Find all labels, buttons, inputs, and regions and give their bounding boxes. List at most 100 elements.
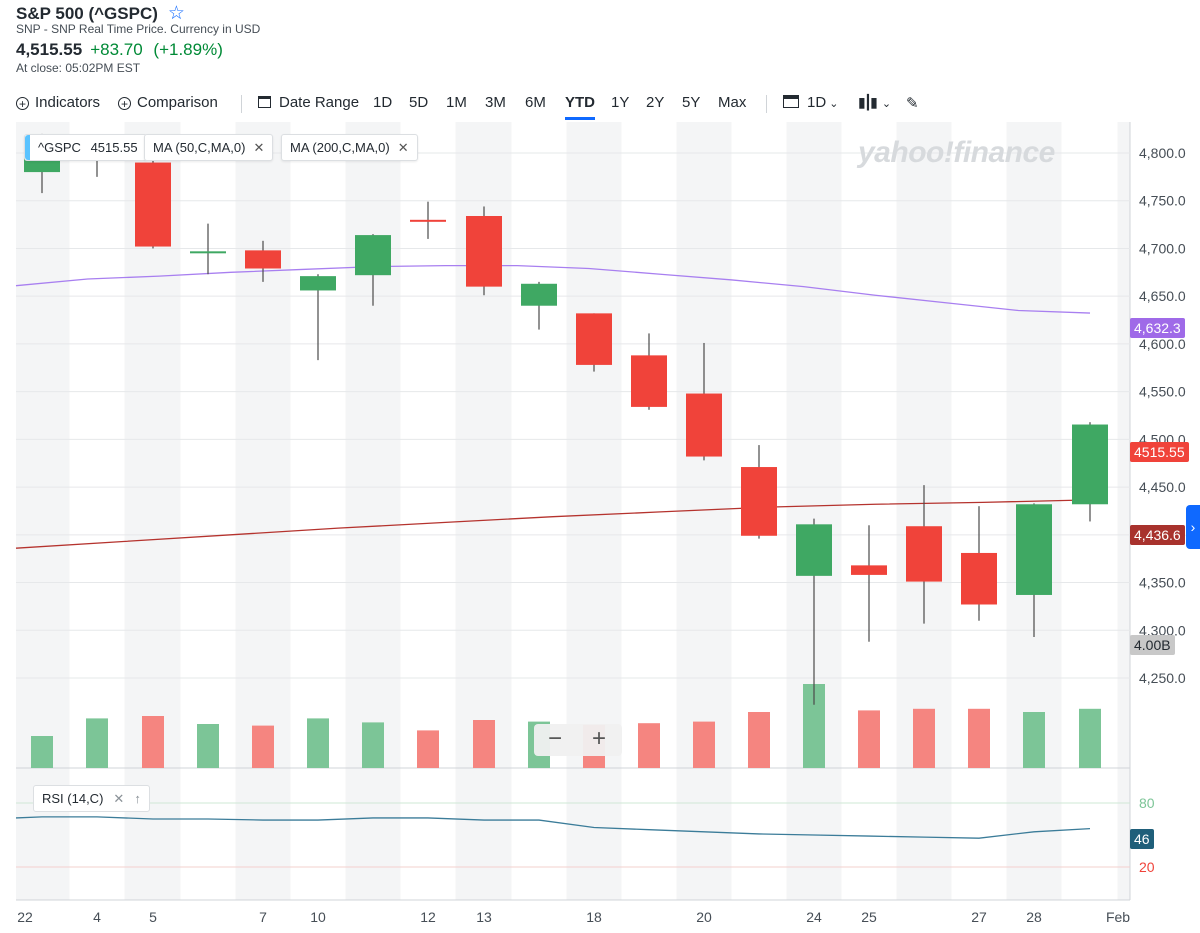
volume-bar <box>307 718 329 768</box>
interval-icon <box>783 95 799 108</box>
toolbar-divider <box>241 95 242 113</box>
plus-circle-icon: + <box>118 97 131 110</box>
series-color-swatch <box>25 135 30 160</box>
zoom-out-button[interactable]: − <box>548 725 563 752</box>
day-band <box>16 122 70 900</box>
range-ytd[interactable]: YTD <box>565 94 595 111</box>
ytd-active-indicator <box>565 117 595 120</box>
x-tick-label: 28 <box>1026 909 1042 925</box>
date-range-label: Date Range <box>279 94 360 111</box>
legend-gspc[interactable]: ^GSPC 4515.55 <box>24 134 147 161</box>
volume-bar <box>473 720 495 768</box>
zoom-in-button[interactable]: + <box>592 725 607 752</box>
range-2y[interactable]: 2Y <box>646 94 665 111</box>
x-tick-label: 18 <box>586 909 602 925</box>
candle-body <box>1072 424 1108 505</box>
star-icon[interactable]: ☆ <box>167 3 185 24</box>
range-3m[interactable]: 3M <box>485 94 506 111</box>
legend-ma50-label: MA (50,C,MA,0) <box>153 140 246 155</box>
volume-bar <box>86 718 108 768</box>
chevron-right-icon[interactable]: › <box>1186 505 1200 549</box>
close-icon[interactable]: ✕ <box>113 791 125 806</box>
candle-body <box>410 219 446 222</box>
legend-symbol: ^GSPC <box>38 140 81 155</box>
interval-button[interactable]: 1D ⌄ <box>783 94 838 111</box>
ma50-line <box>15 264 1091 314</box>
legend-ma200[interactable]: MA (200,C,MA,0) ✕ <box>281 134 418 161</box>
chart-toolbar: + Indicators + Comparison Date Range 1D 5D… <box>0 90 1200 118</box>
volume-bar <box>252 725 274 768</box>
price-tick-label: 4,250.0 <box>1139 670 1186 686</box>
date-range-button[interactable]: Date Range <box>258 94 359 111</box>
volume-bar <box>362 722 384 768</box>
volume-bar <box>638 723 660 768</box>
x-tick-label: 20 <box>696 909 712 925</box>
candle-body <box>135 162 171 247</box>
quote-change: +83.70 <box>90 40 143 59</box>
x-tick-label: 4 <box>93 909 101 925</box>
candle-body <box>355 235 391 276</box>
volume-bar <box>748 712 770 768</box>
volume-bar <box>142 716 164 768</box>
candlestick-icon: ▮┃▮ <box>858 94 878 110</box>
rsi-value-tag: 46 <box>1130 829 1154 849</box>
range-5y[interactable]: 5Y <box>682 94 701 111</box>
candle-body <box>190 251 226 254</box>
x-tick-label: 25 <box>861 909 877 925</box>
volume-bar <box>1079 708 1101 768</box>
candle-body <box>521 283 557 306</box>
range-1d[interactable]: 1D <box>373 94 393 111</box>
volume-bar <box>858 710 880 768</box>
x-tick-label: 27 <box>971 909 987 925</box>
price-tick-label: 4,300.0 <box>1139 622 1186 638</box>
candle-body <box>741 467 777 536</box>
candle-body <box>686 393 722 457</box>
day-band <box>1117 122 1130 900</box>
candle-body <box>796 524 832 576</box>
close-icon[interactable]: ✕ <box>397 140 409 155</box>
rsi-tick-label: 80 <box>1139 795 1155 811</box>
comparison-button[interactable]: + Comparison <box>118 94 218 111</box>
volume-bar <box>968 708 990 768</box>
quote-change-pct: (+1.89%) <box>153 40 223 59</box>
x-tick-label: 7 <box>259 909 267 925</box>
price-tick-label: 4,750.0 <box>1139 193 1186 209</box>
candle-body <box>906 526 942 582</box>
legend-ma50[interactable]: MA (50,C,MA,0) ✕ <box>144 134 274 161</box>
range-max[interactable]: Max <box>718 94 747 111</box>
zoom-control: − + <box>534 724 622 756</box>
draw-icon[interactable]: ✎ <box>906 95 919 112</box>
price-tick-label: 4,650.0 <box>1139 288 1186 304</box>
chevron-down-icon: ⌄ <box>881 98 892 110</box>
chevron-down-icon: ⌄ <box>829 98 839 110</box>
quote-price: 4,515.55 <box>16 40 83 59</box>
calendar-icon <box>258 96 271 108</box>
x-tick-label: 12 <box>420 909 436 925</box>
candle-body <box>576 313 612 365</box>
chart-type-button[interactable]: ▮┃▮ ⌄ <box>858 94 891 111</box>
indicators-button[interactable]: + Indicators <box>16 94 100 111</box>
price-tick-label: 4,350.0 <box>1139 575 1186 591</box>
indicators-label: Indicators <box>35 94 101 111</box>
close-icon[interactable]: ✕ <box>253 140 265 155</box>
arrow-up-icon[interactable]: ↑ <box>134 791 141 806</box>
rsi-tick-label: 20 <box>1139 859 1155 875</box>
range-5d[interactable]: 5D <box>409 94 429 111</box>
candle-body <box>961 552 997 605</box>
range-1m[interactable]: 1M <box>446 94 467 111</box>
candle-body <box>245 250 281 269</box>
range-1y[interactable]: 1Y <box>611 94 630 111</box>
candle-body <box>466 216 502 287</box>
x-tick-label: 10 <box>310 909 326 925</box>
candle-body <box>631 355 667 407</box>
ma50-value-tag: 4,632.3 <box>1130 318 1185 338</box>
volume-bar <box>197 724 219 768</box>
page-title: S&P 500 (^GSPC) ☆ <box>16 2 185 25</box>
plus-circle-icon: + <box>16 97 29 110</box>
legend-rsi[interactable]: RSI (14,C) ✕ ↑ <box>33 785 150 812</box>
quote-price-line: 4,515.55 +83.70 (+1.89%) <box>16 40 223 60</box>
legend-ma200-label: MA (200,C,MA,0) <box>290 140 390 155</box>
range-6m[interactable]: 6M <box>525 94 546 111</box>
volume-bar <box>693 721 715 768</box>
